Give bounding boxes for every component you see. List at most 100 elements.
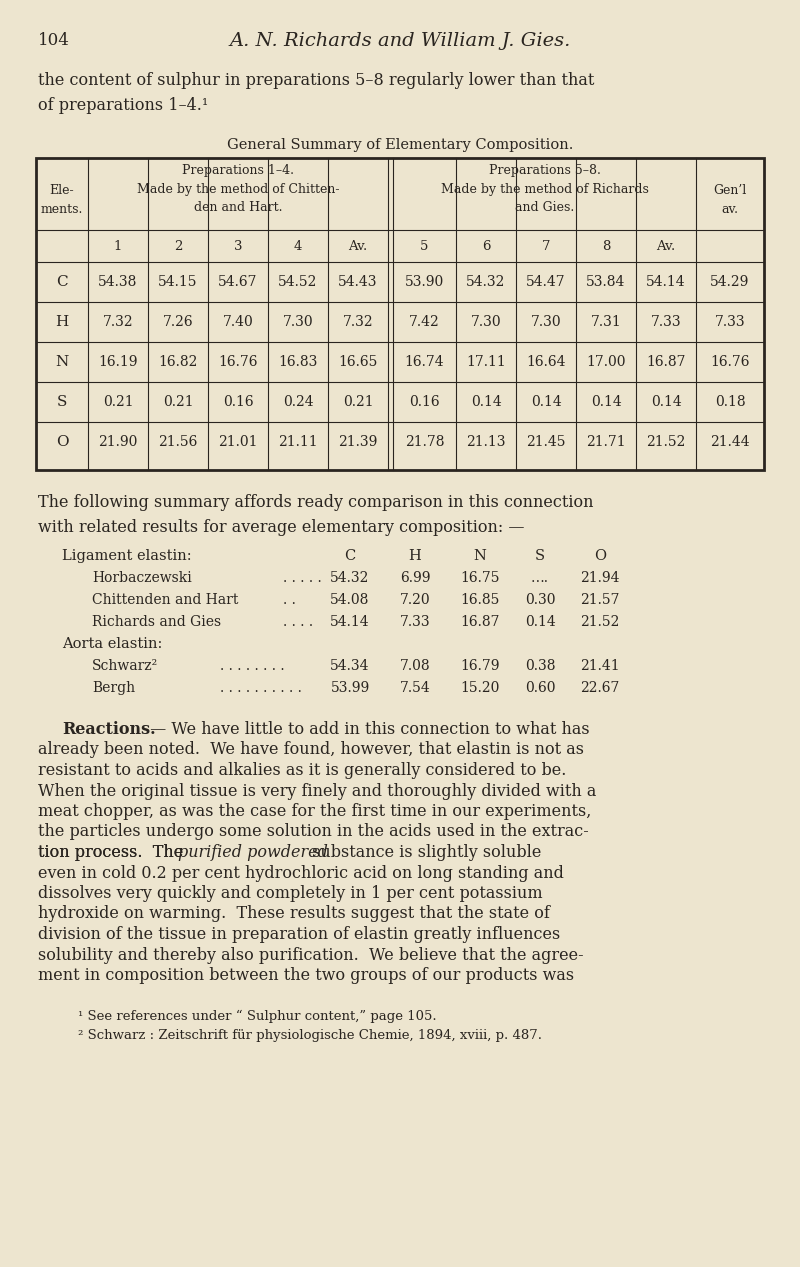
Text: 22.67: 22.67	[580, 680, 620, 696]
Text: 21.94: 21.94	[580, 571, 620, 585]
Text: Aorta elastin:: Aorta elastin:	[62, 637, 162, 651]
Text: When the original tissue is very finely and thoroughly divided with a: When the original tissue is very finely …	[38, 783, 596, 799]
Text: 21.39: 21.39	[338, 435, 378, 449]
Text: Bergh: Bergh	[92, 680, 135, 696]
Text: . . . .: . . . .	[283, 614, 313, 628]
Text: solubility and thereby also purification.  We believe that the agree-: solubility and thereby also purification…	[38, 946, 584, 963]
Text: The following summary affords ready comparison in this connection
with related r: The following summary affords ready comp…	[38, 494, 594, 536]
Text: 5: 5	[420, 239, 429, 252]
Text: 0.14: 0.14	[650, 395, 682, 409]
Text: 7.30: 7.30	[470, 315, 502, 329]
Text: the particles undergo some solution in the acids used in the extrac-: the particles undergo some solution in t…	[38, 824, 589, 840]
Text: 104: 104	[38, 32, 70, 49]
Text: S: S	[535, 549, 545, 563]
Text: ¹ See references under “ Sulphur content,” page 105.: ¹ See references under “ Sulphur content…	[78, 1010, 437, 1022]
Text: 4: 4	[294, 239, 302, 252]
Text: 6.99: 6.99	[400, 571, 430, 585]
Text: Ele-
ments.: Ele- ments.	[41, 184, 83, 215]
Text: 21.90: 21.90	[98, 435, 138, 449]
Text: 7.20: 7.20	[400, 593, 430, 607]
Text: the content of sulphur in preparations 5–8 regularly lower than that
of preparat: the content of sulphur in preparations 5…	[38, 72, 594, 114]
Text: 0.38: 0.38	[525, 659, 555, 673]
Text: 53.99: 53.99	[330, 680, 370, 696]
Text: 17.11: 17.11	[466, 355, 506, 369]
Text: 54.14: 54.14	[330, 614, 370, 628]
Text: 7.32: 7.32	[342, 315, 374, 329]
Text: 53.90: 53.90	[405, 275, 444, 289]
Text: 54.32: 54.32	[330, 571, 370, 585]
Text: 53.84: 53.84	[586, 275, 626, 289]
Text: 54.08: 54.08	[330, 593, 370, 607]
Text: hydroxide on warming.  These results suggest that the state of: hydroxide on warming. These results sugg…	[38, 906, 550, 922]
Text: 0.21: 0.21	[162, 395, 194, 409]
Text: 17.00: 17.00	[586, 355, 626, 369]
Text: 21.01: 21.01	[218, 435, 258, 449]
Text: already been noted.  We have found, however, that elastin is not as: already been noted. We have found, howev…	[38, 741, 584, 759]
Text: 16.64: 16.64	[526, 355, 566, 369]
Text: 7.30: 7.30	[530, 315, 562, 329]
Text: 54.14: 54.14	[646, 275, 686, 289]
Text: 54.47: 54.47	[526, 275, 566, 289]
Text: 54.29: 54.29	[710, 275, 750, 289]
Text: Preparations 5–8.
Made by the method of Richards
and Gies.: Preparations 5–8. Made by the method of …	[441, 163, 649, 214]
Text: tion process.  The: tion process. The	[38, 844, 188, 862]
Text: 0.30: 0.30	[525, 593, 555, 607]
Text: 54.52: 54.52	[278, 275, 318, 289]
Text: 7.26: 7.26	[162, 315, 194, 329]
Text: ² Schwarz : Zeitschrift für physiologische Chemie, 1894, xviii, p. 487.: ² Schwarz : Zeitschrift für physiologisc…	[78, 1030, 542, 1043]
Text: 54.67: 54.67	[218, 275, 258, 289]
Text: resistant to acids and alkalies as it is generally considered to be.: resistant to acids and alkalies as it is…	[38, 761, 566, 779]
Text: 21.78: 21.78	[405, 435, 444, 449]
Text: 21.45: 21.45	[526, 435, 566, 449]
Text: 16.79: 16.79	[460, 659, 500, 673]
Text: S: S	[57, 395, 67, 409]
Text: 16.87: 16.87	[646, 355, 686, 369]
Text: 0.16: 0.16	[409, 395, 440, 409]
Text: 0.16: 0.16	[222, 395, 254, 409]
Text: 21.71: 21.71	[586, 435, 626, 449]
Text: 21.44: 21.44	[710, 435, 750, 449]
Text: H: H	[55, 315, 69, 329]
Text: . . . . . . . .: . . . . . . . .	[220, 659, 285, 673]
Bar	[36, 158, 764, 470]
Text: 16.83: 16.83	[278, 355, 318, 369]
Text: A. N. Richards and William J. Gies.: A. N. Richards and William J. Gies.	[230, 32, 570, 49]
Text: 21.57: 21.57	[580, 593, 620, 607]
Text: 0.14: 0.14	[470, 395, 502, 409]
Text: 21.56: 21.56	[158, 435, 198, 449]
Text: 16.76: 16.76	[710, 355, 750, 369]
Text: ment in composition between the two groups of our products was: ment in composition between the two grou…	[38, 967, 574, 984]
Text: 7.33: 7.33	[400, 614, 430, 628]
Text: purified powdered: purified powdered	[178, 844, 328, 862]
Text: 0.60: 0.60	[525, 680, 555, 696]
Text: . . . . . . . . . .: . . . . . . . . . .	[220, 680, 302, 696]
Text: 7.31: 7.31	[590, 315, 622, 329]
Text: Av.: Av.	[348, 239, 368, 252]
Text: 0.14: 0.14	[530, 395, 562, 409]
Text: 54.34: 54.34	[330, 659, 370, 673]
Text: . . . . .: . . . . .	[283, 571, 322, 585]
Text: 7.54: 7.54	[400, 680, 430, 696]
Text: 7.08: 7.08	[400, 659, 430, 673]
Text: 54.43: 54.43	[338, 275, 378, 289]
Text: 21.11: 21.11	[278, 435, 318, 449]
Text: H: H	[409, 549, 422, 563]
Text: 16.75: 16.75	[460, 571, 500, 585]
Text: Ligament elastin:: Ligament elastin:	[62, 549, 192, 563]
Text: 7.33: 7.33	[714, 315, 746, 329]
Text: O: O	[594, 549, 606, 563]
Text: 1: 1	[114, 239, 122, 252]
Text: 54.15: 54.15	[158, 275, 198, 289]
Text: 7.42: 7.42	[409, 315, 440, 329]
Text: 8: 8	[602, 239, 610, 252]
Text: 16.85: 16.85	[460, 593, 500, 607]
Text: even in cold 0.2 per cent hydrochloric acid on long standing and: even in cold 0.2 per cent hydrochloric a…	[38, 864, 564, 882]
Text: meat chopper, as was the case for the first time in our experiments,: meat chopper, as was the case for the fi…	[38, 803, 591, 820]
Text: 7.30: 7.30	[282, 315, 314, 329]
Text: 16.74: 16.74	[405, 355, 444, 369]
Text: dissolves very quickly and completely in 1 per cent potassium: dissolves very quickly and completely in…	[38, 886, 542, 902]
Text: 0.14: 0.14	[525, 614, 555, 628]
Text: 0.21: 0.21	[102, 395, 134, 409]
Text: Av.: Av.	[656, 239, 676, 252]
Text: Gen’l
av.: Gen’l av.	[714, 184, 746, 215]
